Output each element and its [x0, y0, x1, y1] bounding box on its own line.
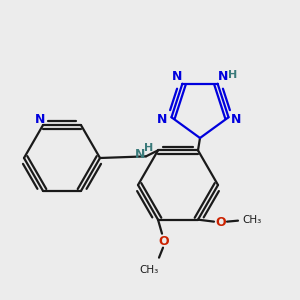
Text: N: N: [35, 112, 45, 126]
Text: H: H: [144, 143, 154, 153]
Text: CH₃: CH₃: [242, 214, 262, 225]
Text: N: N: [135, 148, 145, 161]
Text: CH₃: CH₃: [140, 265, 159, 275]
Text: O: O: [159, 235, 169, 248]
Text: O: O: [216, 216, 226, 229]
Text: H: H: [228, 70, 237, 80]
Text: N: N: [172, 70, 183, 83]
Text: N: N: [231, 113, 242, 126]
Text: N: N: [157, 113, 168, 126]
Text: N: N: [218, 70, 228, 83]
